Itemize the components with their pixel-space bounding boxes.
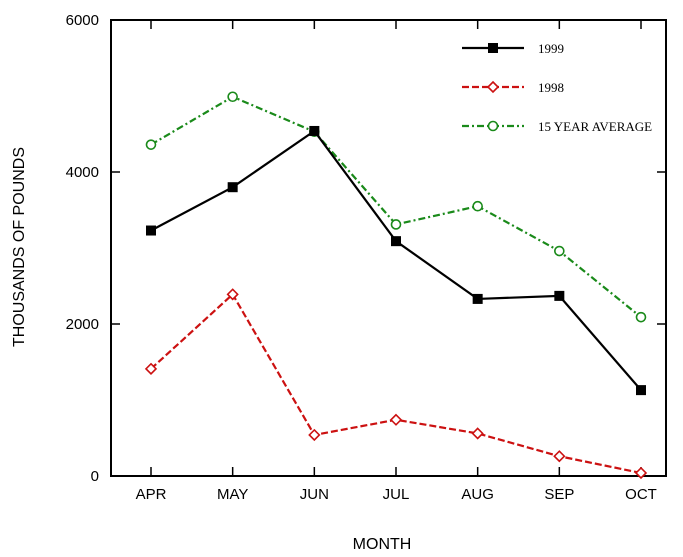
data-point [146, 225, 156, 236]
x-axis-title: MONTH [353, 536, 412, 553]
legend-item: 1999 [462, 41, 564, 56]
plot-border [110, 19, 667, 477]
x-tick-label: JUN [300, 486, 329, 503]
data-point [472, 293, 483, 304]
y-tick-label: 6000 [66, 12, 99, 29]
plot-frame [110, 19, 667, 477]
data-point [553, 450, 566, 463]
legend-marker [488, 43, 498, 53]
y-tick-label: 0 [91, 468, 99, 485]
legend-marker [486, 80, 500, 94]
y-tick-label: 4000 [66, 164, 99, 181]
legend-label: 1998 [538, 80, 564, 95]
series-line [150, 129, 642, 391]
series-1 [146, 125, 646, 396]
x-tick-label: SEP [544, 486, 574, 503]
data-point [309, 125, 320, 136]
x-tick-label: JUL [383, 486, 410, 503]
x-tick-label: OCT [625, 486, 657, 503]
y-axis-title: THOUSANDS OF POUNDS [11, 147, 28, 347]
data-point [391, 236, 401, 247]
data-point [145, 139, 157, 150]
data-point [390, 219, 402, 230]
data-point [634, 466, 648, 480]
data-point [471, 427, 484, 440]
legend: 1999 1998 15 YEAR AVERAGE [462, 41, 652, 134]
data-point [144, 362, 158, 375]
x-tick-label: APR [136, 486, 167, 503]
legend-item: 15 YEAR AVERAGE [462, 119, 652, 134]
series-2 [144, 288, 648, 480]
y-tick-label: 2000 [66, 316, 99, 333]
legend-label: 1999 [538, 41, 564, 56]
data-point [472, 200, 483, 212]
data-point [635, 311, 647, 323]
x-tick-label: MAY [217, 486, 248, 503]
legend-marker [487, 120, 499, 132]
series-line [150, 292, 642, 475]
data-point [308, 428, 321, 442]
legend-item: 1998 [462, 80, 564, 95]
data-point [227, 91, 238, 103]
x-tick-label: AUG [461, 486, 494, 503]
series-group [144, 91, 648, 480]
axes: APR MAY JUN JUL AUG SEP OCT 0 2000 4000 6000 [66, 12, 666, 503]
data-point [554, 290, 565, 301]
data-point [636, 385, 646, 396]
data-point [389, 413, 403, 426]
data-point [226, 288, 239, 301]
legend-label: 15 YEAR AVERAGE [538, 119, 652, 134]
data-point [227, 182, 238, 193]
data-point [554, 245, 565, 257]
